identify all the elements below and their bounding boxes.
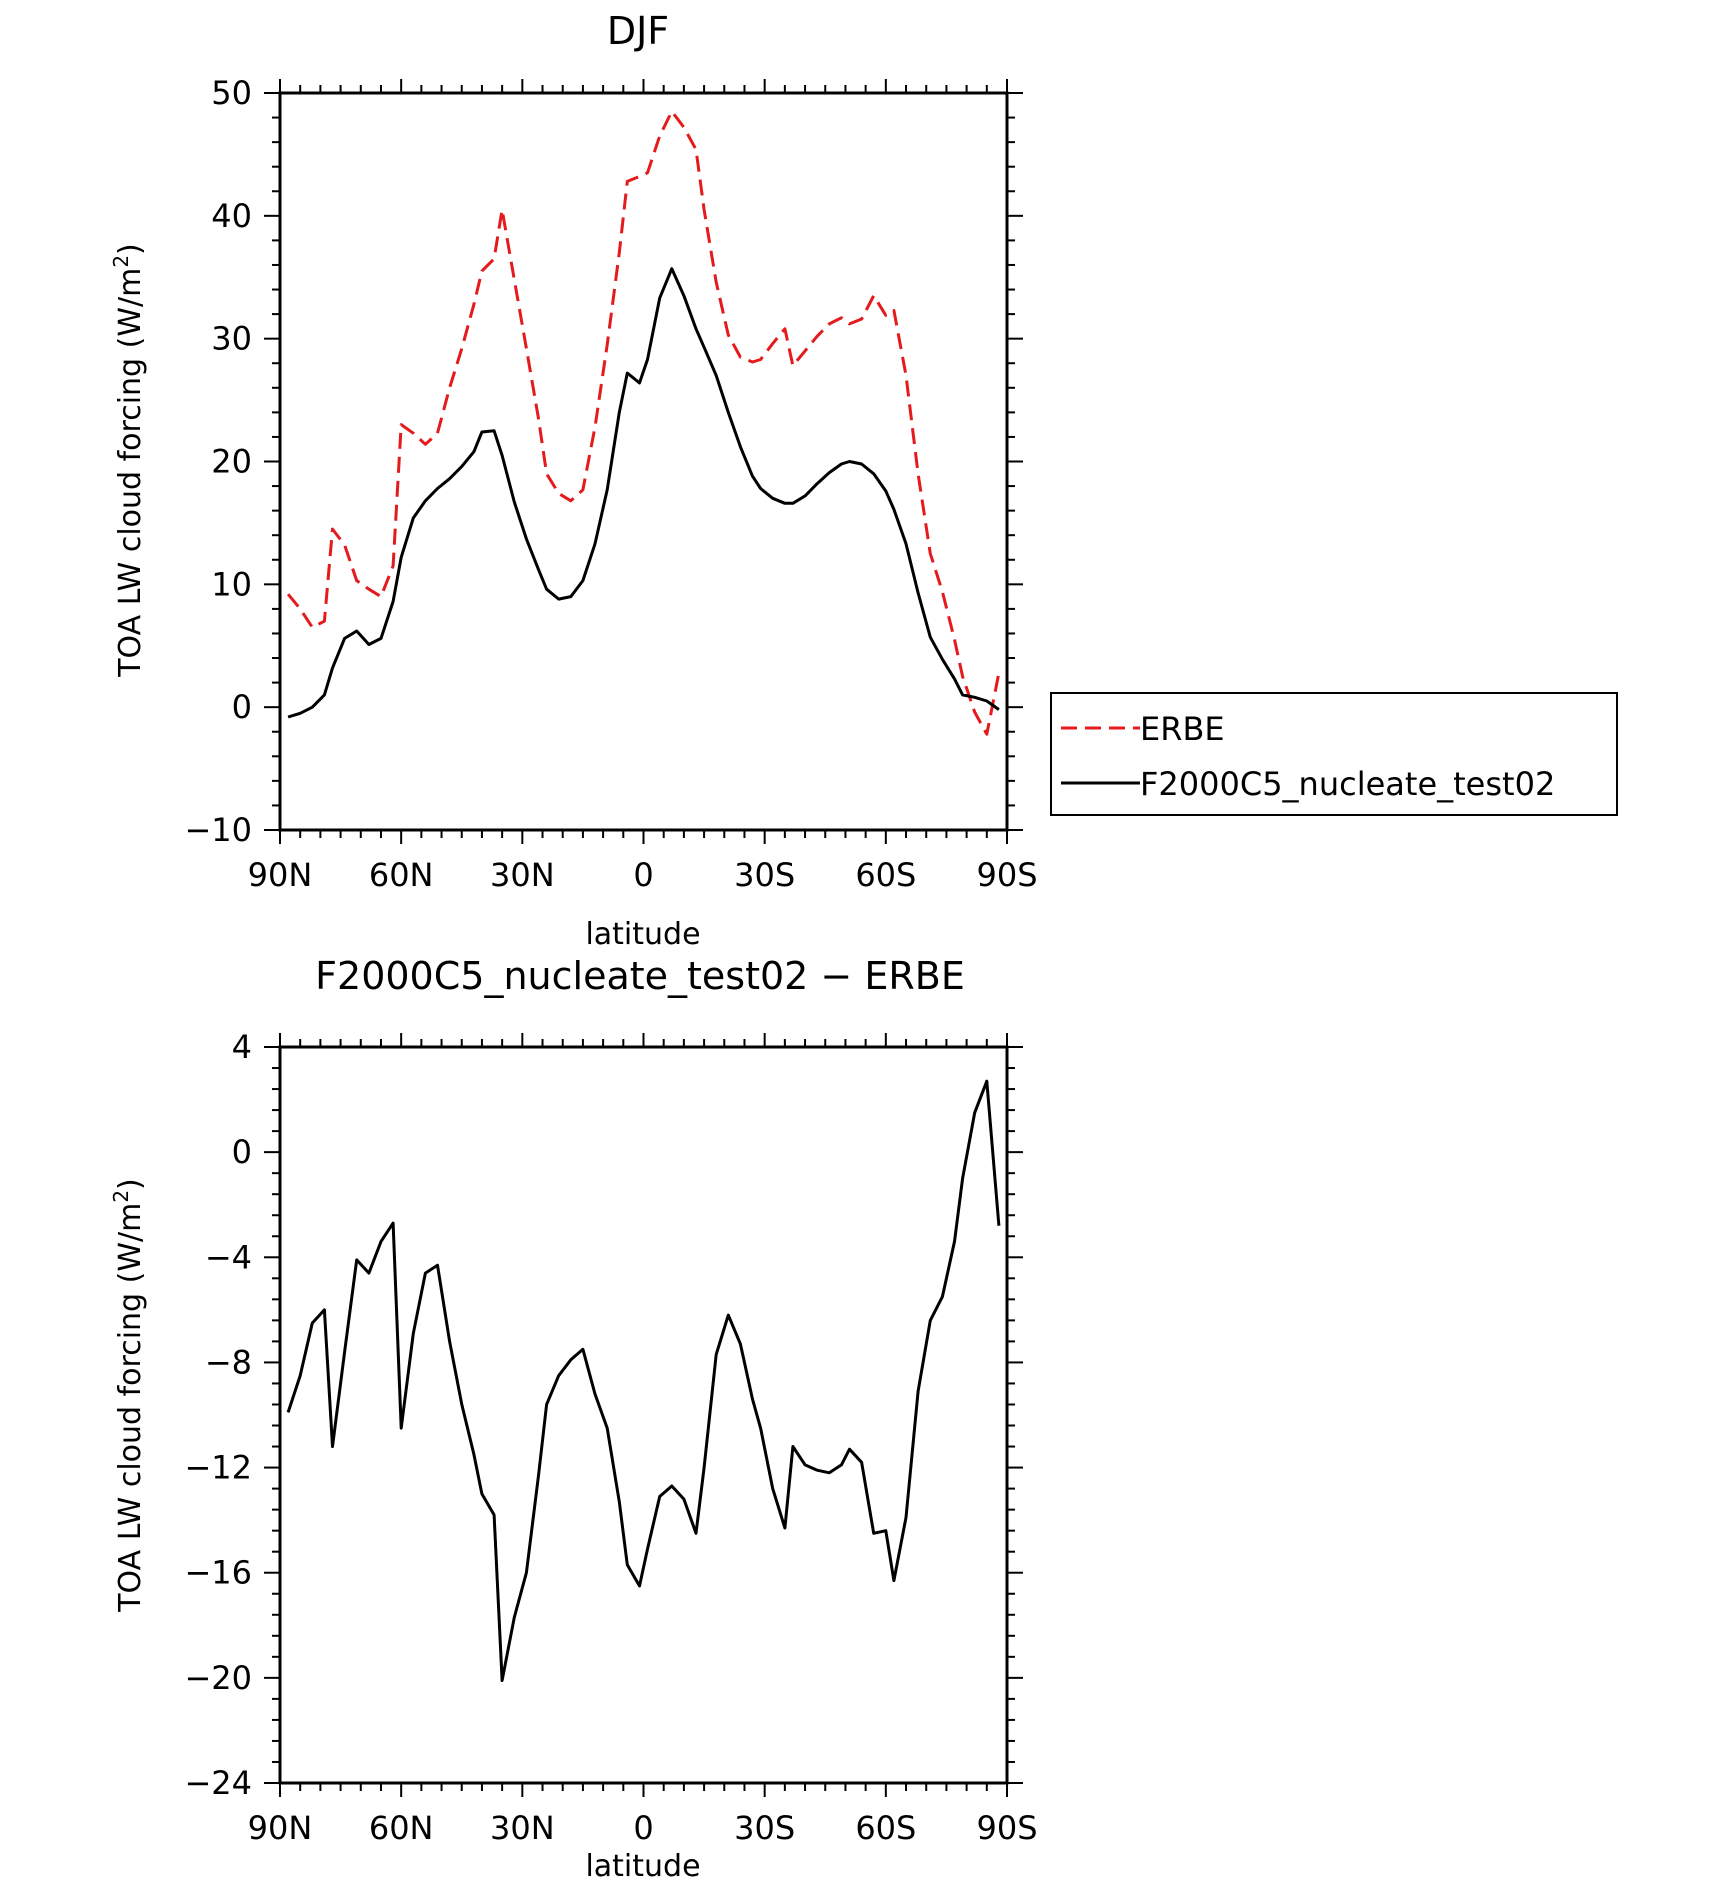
bottom-y-tick-label: −8 xyxy=(205,1343,252,1381)
bottom-x-tick-label: 90S xyxy=(976,1809,1037,1847)
top-x-tick-label: 90S xyxy=(976,856,1037,894)
top-plot-frame xyxy=(278,91,1009,832)
bottom-y-tick-labels: 4 0 −4 −8 −12 −16 −20 −24 xyxy=(184,1028,252,1802)
top-x-tick-label: 30S xyxy=(734,856,795,894)
bottom-y-tick-label: −4 xyxy=(205,1238,252,1276)
top-x-axis-label: latitude xyxy=(585,917,700,952)
bottom-x-tick-label: 0 xyxy=(633,1809,653,1847)
bottom-x-tick-label: 30S xyxy=(734,1809,795,1847)
bottom-y-tick-label: −24 xyxy=(184,1764,252,1802)
bottom-y-tick-label: 4 xyxy=(232,1028,252,1066)
top-x-tick-label: 0 xyxy=(633,856,653,894)
bottom-x-tick-label: 60N xyxy=(369,1809,434,1847)
top-x-tick-label: 60N xyxy=(369,856,434,894)
bottom-y-axis-label: TOA LW cloud forcing (W/m2) xyxy=(109,1178,148,1613)
top-y-tick-label: 40 xyxy=(211,197,252,235)
top-panel: DJF 90N 60N 30N 0 30S 60S 90S 50 40 30 20 10 0 −10 l… xyxy=(109,9,1038,952)
bottom-x-tick-labels: 90N 60N 30N 0 30S 60S 90S xyxy=(248,1809,1038,1847)
bottom-x-tick-label: 90N xyxy=(248,1809,313,1847)
bottom-x-tick-label: 30N xyxy=(490,1809,555,1847)
top-series-line-erbe xyxy=(286,109,1001,736)
bottom-series-group xyxy=(286,1079,1001,1682)
top-y-tick-label: 10 xyxy=(211,565,252,603)
top-x-tick-label: 60S xyxy=(855,856,916,894)
bottom-plot-frame xyxy=(278,1045,1009,1785)
bottom-y-tick-label: −12 xyxy=(184,1449,252,1487)
bottom-panel: F2000C5_nucleate_test02 − ERBE 90N 60N 30N… xyxy=(109,954,1038,1883)
bottom-series-line-model xyxy=(286,1079,1001,1682)
legend-box xyxy=(1050,692,1618,816)
top-y-tick-label: −10 xyxy=(184,811,252,849)
top-x-tick-labels: 90N 60N 30N 0 30S 60S 90S xyxy=(248,856,1038,894)
top-y-tick-label: 30 xyxy=(211,320,252,358)
top-x-tick-label: 30N xyxy=(490,856,555,894)
top-x-tick-label: 90N xyxy=(248,856,313,894)
bottom-y-tick-label: −16 xyxy=(184,1554,252,1592)
bottom-y-tick-label: 0 xyxy=(232,1133,252,1171)
top-y-axis-label: TOA LW cloud forcing (W/m2) xyxy=(109,243,148,678)
bottom-x-axis-label: latitude xyxy=(585,1849,700,1883)
top-axes xyxy=(264,79,1023,844)
bottom-chart-title: F2000C5_nucleate_test02 − ERBE xyxy=(315,954,965,998)
top-series-line-model xyxy=(287,267,1000,719)
top-chart-title: DJF xyxy=(607,9,669,53)
legend-erbe-label: ERBE xyxy=(1140,710,1225,748)
legend: ERBE F2000C5_nucleate_test02 xyxy=(1050,692,1618,816)
bottom-axes xyxy=(264,1033,1023,1797)
top-y-tick-labels: 50 40 30 20 10 0 −10 xyxy=(184,74,252,849)
top-y-tick-label: 50 xyxy=(211,74,252,112)
top-series-group xyxy=(286,109,1001,736)
legend-model-label: F2000C5_nucleate_test02 xyxy=(1140,765,1555,803)
top-y-tick-label: 0 xyxy=(232,688,252,726)
bottom-y-tick-label: −20 xyxy=(184,1659,252,1697)
top-y-tick-label: 20 xyxy=(211,443,252,481)
bottom-x-tick-label: 60S xyxy=(855,1809,916,1847)
